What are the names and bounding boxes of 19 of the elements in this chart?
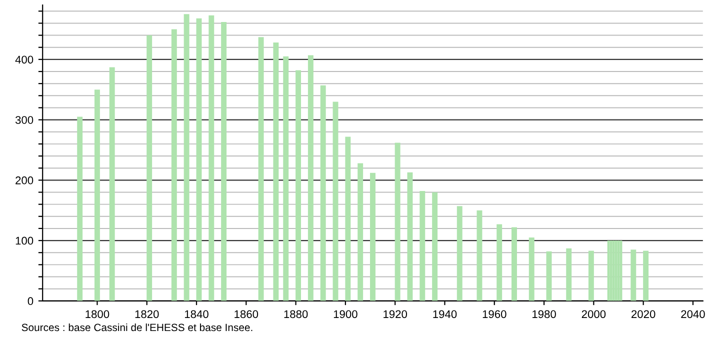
x-tick-label: 1800 bbox=[86, 310, 110, 318]
x-tick-label: 1900 bbox=[334, 310, 358, 318]
x-tick-label: 2000 bbox=[582, 310, 606, 318]
y-tick-label: 200 bbox=[16, 176, 34, 184]
y-tick-label: 300 bbox=[15, 116, 34, 124]
x-tick-label: 1920 bbox=[384, 310, 408, 318]
y-tick-label: 100 bbox=[16, 236, 34, 245]
y-tick-label: 400 bbox=[15, 56, 34, 64]
x-tick-label: 2020 bbox=[632, 310, 656, 318]
x-tick-label: 1820 bbox=[135, 310, 159, 318]
x-tick-label: 1860 bbox=[234, 310, 258, 318]
source-note: Sources : base Cassini de l'EHESS et base Insee. bbox=[22, 323, 252, 332]
x-tick-label: 1840 bbox=[184, 310, 208, 318]
x-tick-label: 1880 bbox=[284, 310, 308, 318]
x-tick-label: 2040 bbox=[681, 310, 705, 318]
y-tick-label: 0 bbox=[28, 297, 34, 306]
x-tick-label: 1960 bbox=[482, 310, 506, 318]
x-tick-label: 1940 bbox=[433, 310, 457, 318]
x-tick-label: 1980 bbox=[532, 310, 556, 318]
